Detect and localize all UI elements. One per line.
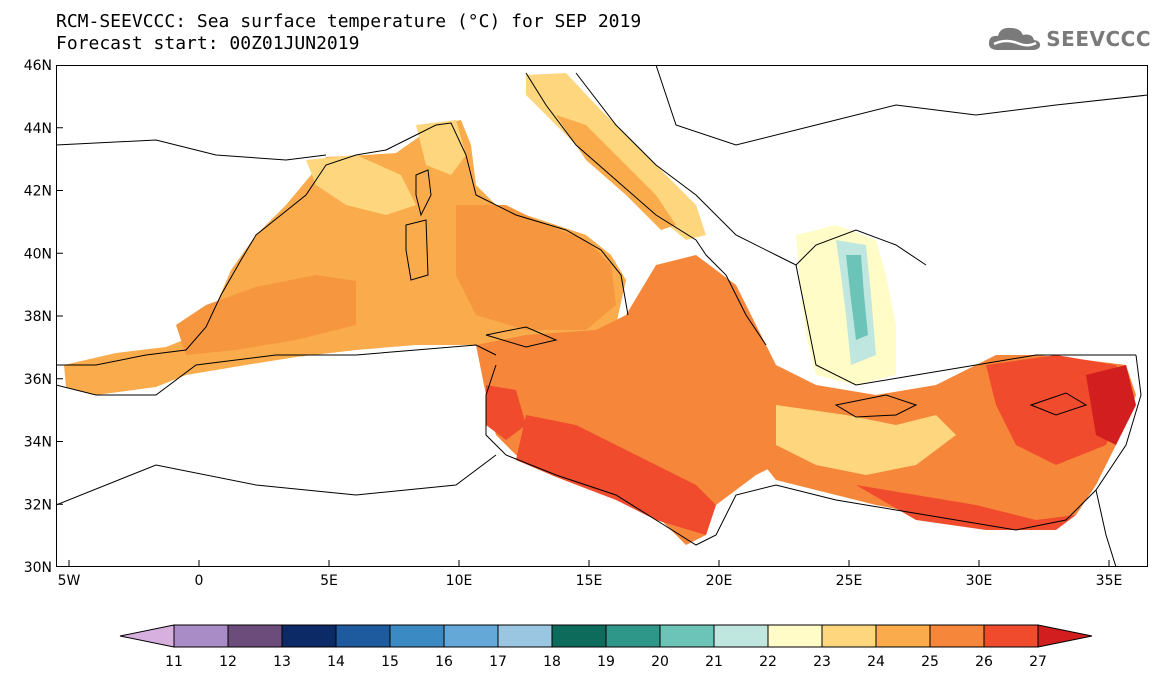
colorbar-over-triangle <box>1037 624 1093 648</box>
lat-tick-label-6: 42N <box>24 184 52 200</box>
forecast-start-subtitle: Forecast start: 00Z01JUN2019 <box>56 33 360 54</box>
lon-tick-label-2: 5E <box>320 573 338 589</box>
lat-tick-label-5: 40N <box>24 246 52 262</box>
sst-field <box>64 73 1136 545</box>
colorbar-swatch-13 <box>875 624 931 648</box>
colorbar-swatch-0 <box>173 624 229 648</box>
colorbar-swatch-14 <box>929 624 985 648</box>
colorbar-label-6: 17 <box>489 654 507 670</box>
colorbar-label-13: 24 <box>867 654 885 670</box>
colorbar-label-4: 15 <box>381 654 399 670</box>
colorbar-swatch-11 <box>767 624 823 648</box>
colorbar-swatch-1 <box>227 624 283 648</box>
colorbar-label-9: 20 <box>651 654 669 670</box>
map-frame-border <box>56 65 1148 567</box>
colorbar-swatch-9 <box>659 624 715 648</box>
colorbar-label-5: 16 <box>435 654 453 670</box>
colorbar-swatch-5 <box>443 624 499 648</box>
lon-tick-label-6: 25E <box>836 573 863 589</box>
lat-tick-label-1: 32N <box>24 497 52 513</box>
colorbar-label-2: 13 <box>273 654 291 670</box>
colorbar-label-12: 23 <box>813 654 831 670</box>
lon-tick-label-8: 35E <box>1096 573 1123 589</box>
colorbar-label-16: 27 <box>1029 654 1047 670</box>
colorbar-label-15: 26 <box>975 654 993 670</box>
colorbar-label-11: 22 <box>759 654 777 670</box>
lon-tick-label-4: 15E <box>576 573 603 589</box>
lat-tick-label-8: 46N <box>24 58 52 74</box>
coastlines <box>56 65 1148 567</box>
colorbar-label-3: 14 <box>327 654 345 670</box>
cloud-icon <box>989 27 1041 50</box>
seevccc-logo: SEEVCCC <box>986 24 1151 54</box>
colorbar-swatch-12 <box>821 624 877 648</box>
colorbar-label-0: 11 <box>165 654 183 670</box>
colorbar-swatch-2 <box>281 624 337 648</box>
lon-tick-label-7: 30E <box>966 573 993 589</box>
colorbar-swatch-4 <box>389 624 445 648</box>
colorbar-label-7: 18 <box>543 654 561 670</box>
colorbar-swatch-15 <box>983 624 1039 648</box>
sst-map <box>56 65 1148 567</box>
colorbar-swatch-3 <box>335 624 391 648</box>
colorbar-swatch-7 <box>551 624 607 648</box>
lon-tick-label-1: 0 <box>195 573 204 589</box>
colorbar-label-8: 19 <box>597 654 615 670</box>
lat-tick-label-7: 44N <box>24 121 52 137</box>
colorbar-label-10: 21 <box>705 654 723 670</box>
lon-tick-label-3: 10E <box>446 573 473 589</box>
lat-tick-label-3: 36N <box>24 372 52 388</box>
colorbar-label-14: 25 <box>921 654 939 670</box>
lon-tick-label-0: 5W <box>58 573 81 589</box>
logo-text: SEEVCCC <box>1046 27 1151 51</box>
colorbar-under-triangle <box>119 624 175 648</box>
lat-tick-label-0: 30N <box>24 560 52 576</box>
colorbar-swatch-6 <box>497 624 553 648</box>
lon-tick-label-5: 20E <box>706 573 733 589</box>
lat-tick-label-4: 38N <box>24 309 52 325</box>
lat-tick-label-2: 34N <box>24 435 52 451</box>
map-title: RCM-SEEVCCC: Sea surface temperature (°C… <box>56 11 642 32</box>
colorbar-label-1: 12 <box>219 654 237 670</box>
colorbar-swatch-8 <box>605 624 661 648</box>
colorbar-swatch-10 <box>713 624 769 648</box>
